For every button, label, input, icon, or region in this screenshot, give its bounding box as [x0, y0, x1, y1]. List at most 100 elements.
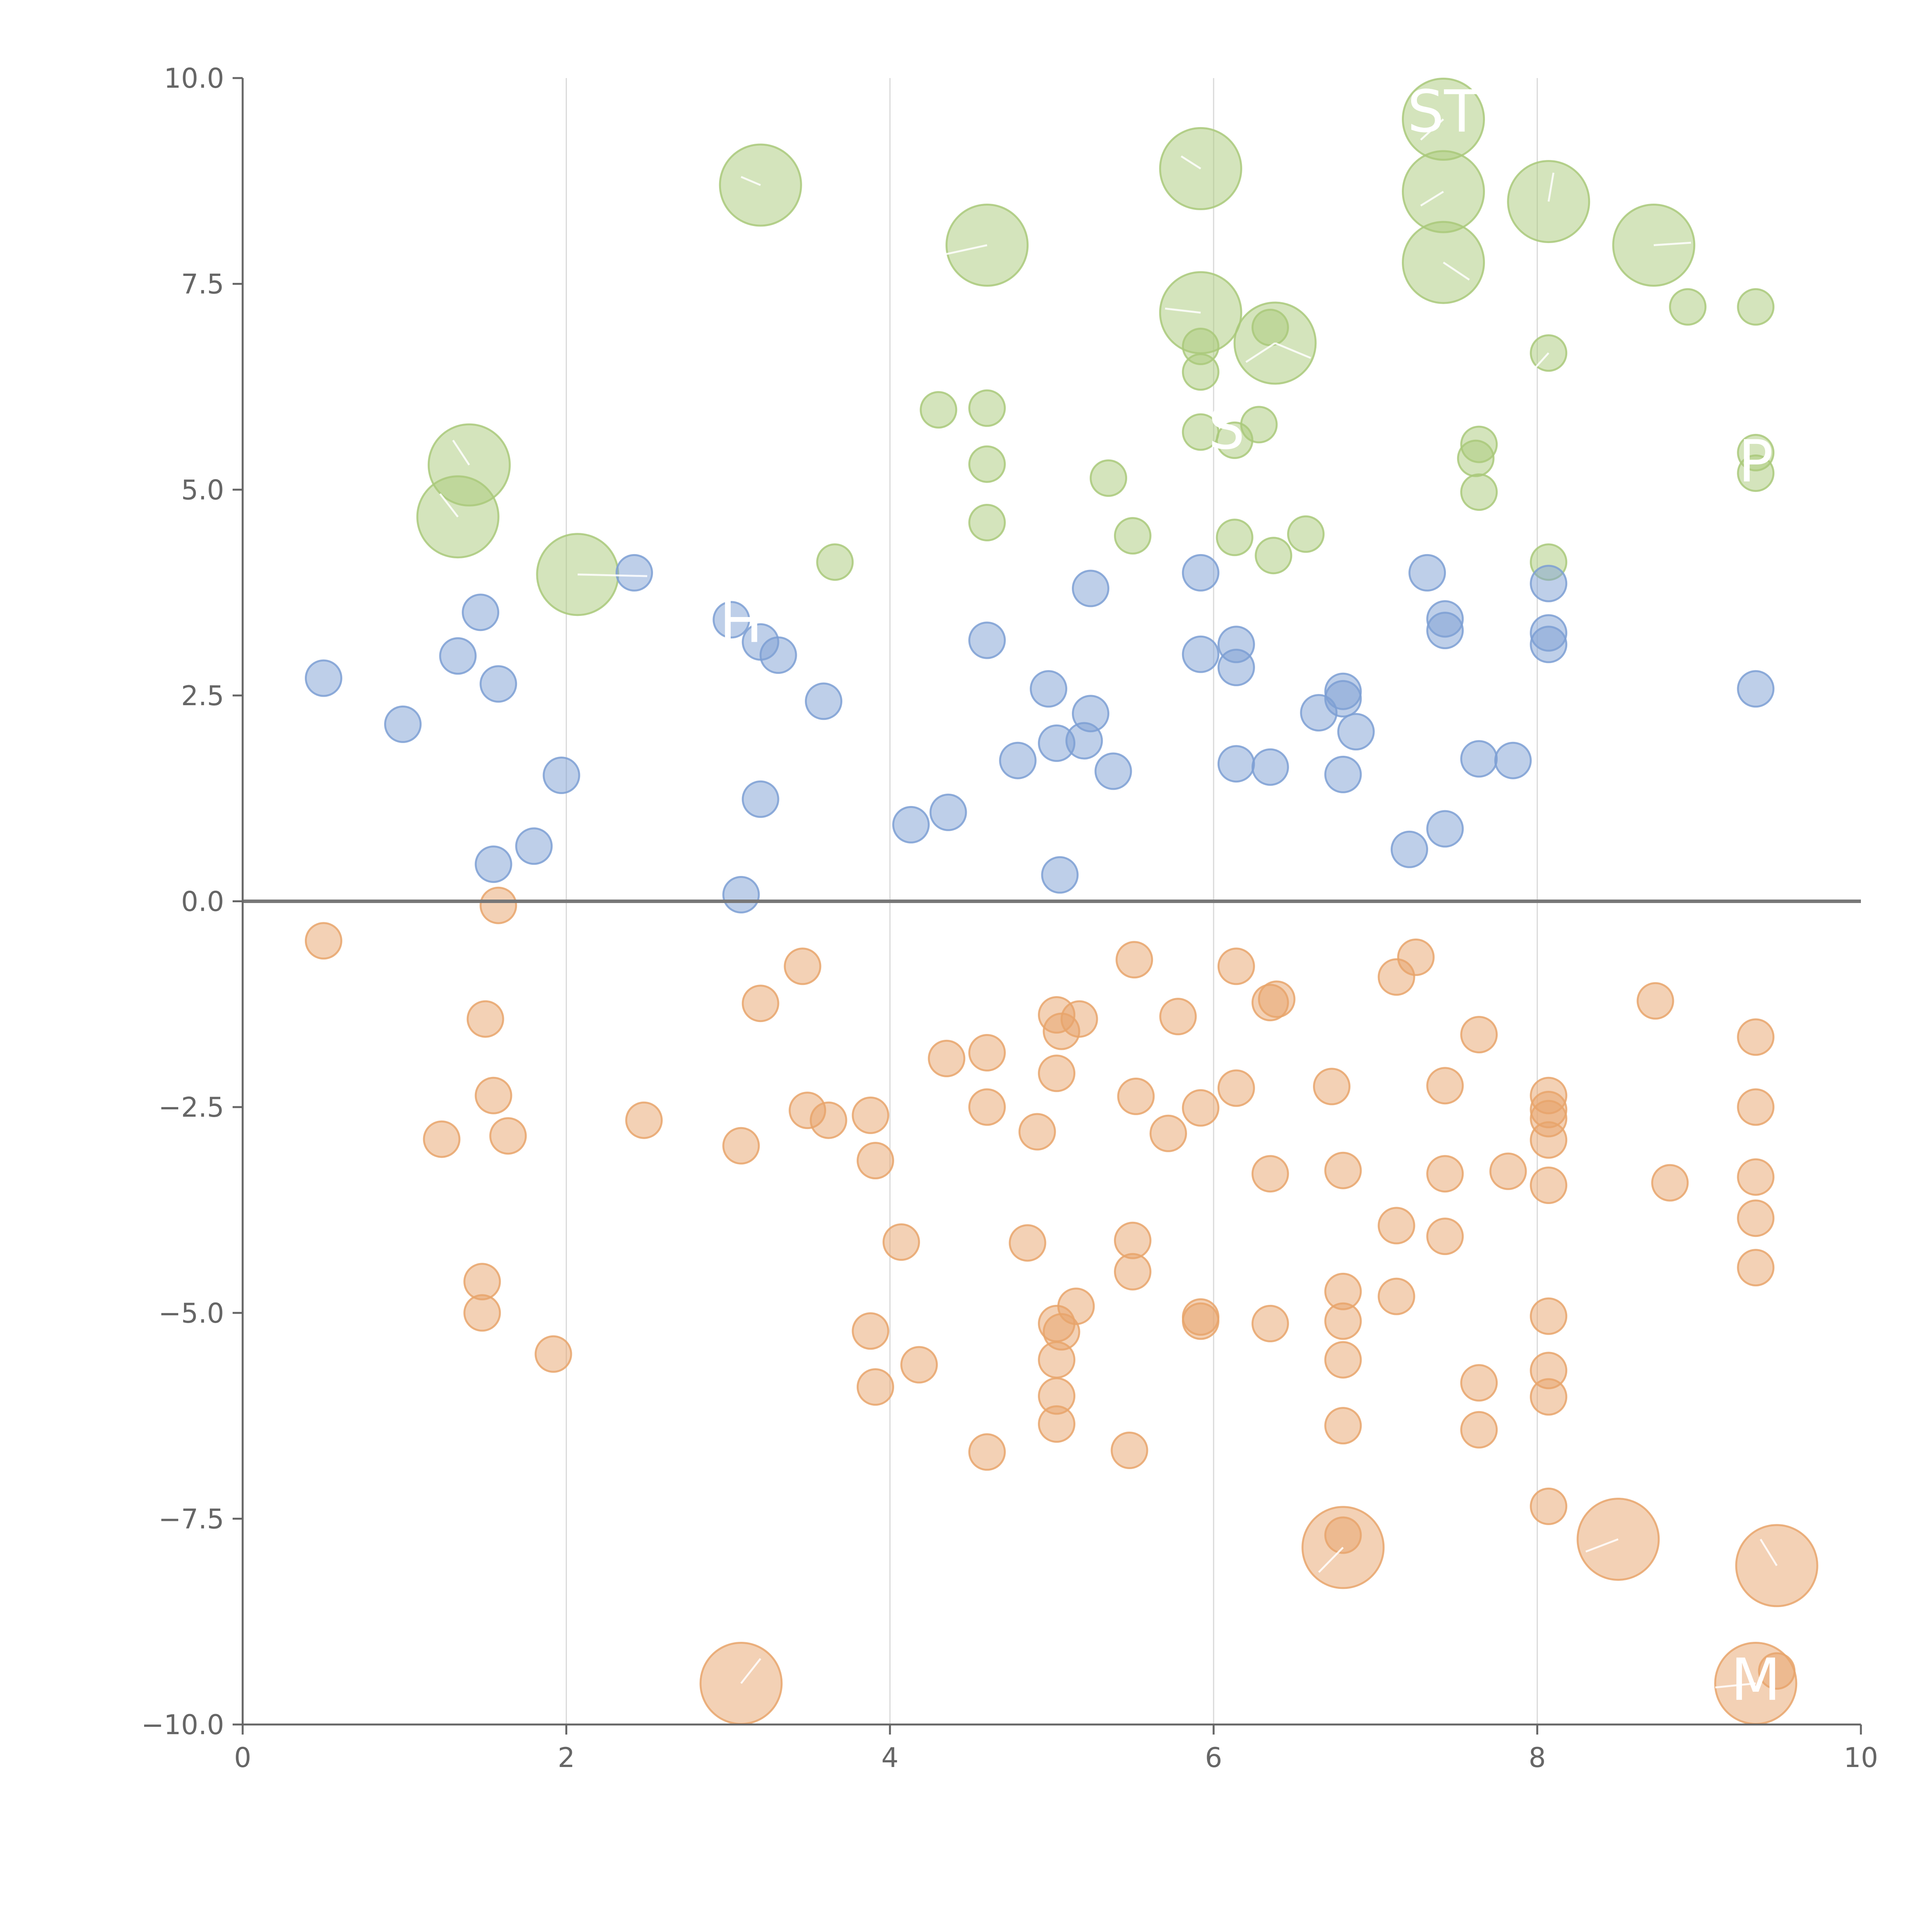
orange-point	[489, 1117, 527, 1155]
label-leader-lines	[439, 118, 1778, 1689]
orange-point	[784, 947, 821, 985]
orange-point	[1530, 1167, 1568, 1204]
green-point	[1216, 421, 1253, 459]
leader-line	[740, 1658, 762, 1684]
leader-line	[1760, 1539, 1778, 1566]
orange-point	[625, 1101, 663, 1139]
orange-point	[1324, 1341, 1362, 1379]
blue-point	[1460, 740, 1498, 778]
orange-point	[466, 1000, 504, 1038]
orange-point	[1460, 1364, 1498, 1402]
orange-point	[1116, 941, 1153, 979]
blue-point	[1324, 680, 1362, 718]
orange-point	[1114, 1253, 1151, 1291]
green-point	[968, 389, 1006, 427]
orange-point	[1150, 1114, 1187, 1152]
green-point	[1090, 459, 1128, 497]
orange-point	[968, 1433, 1006, 1471]
orange-point	[1038, 1054, 1076, 1092]
green-point	[1669, 288, 1707, 326]
leader-line	[1528, 352, 1549, 375]
blue-point	[384, 705, 422, 743]
orange-point	[1324, 1151, 1362, 1189]
blue-point	[515, 827, 553, 865]
y-tick-label: 7.5	[181, 269, 224, 300]
blue-point	[1251, 748, 1289, 786]
blue-point	[1072, 695, 1109, 733]
blue-point	[543, 757, 580, 794]
orange-point	[1737, 1018, 1775, 1056]
blue-point	[1530, 565, 1568, 602]
blue-point	[1426, 810, 1464, 848]
orange-point	[1251, 1155, 1289, 1193]
orange-point	[1636, 982, 1674, 1020]
x-tick-label: 2	[558, 1742, 575, 1774]
leader-line	[1548, 172, 1554, 202]
orange-point	[304, 922, 342, 960]
leader-line	[740, 176, 761, 186]
orange-point	[1251, 1304, 1289, 1342]
orange-point	[1737, 1249, 1775, 1287]
x-tick-label: 0	[234, 1742, 252, 1774]
orange-point	[1489, 1152, 1527, 1190]
point-label-text: ST	[1407, 78, 1480, 146]
point-label-text: P	[1738, 428, 1773, 495]
orange-point	[1530, 1121, 1568, 1159]
orange-point	[480, 886, 517, 924]
blue-point	[1072, 570, 1109, 607]
orange-point	[1060, 1000, 1098, 1038]
blue-point	[929, 793, 967, 831]
blue-point	[805, 682, 842, 720]
orange-point	[1114, 1221, 1151, 1259]
blue-point	[304, 659, 342, 697]
orange-point	[1018, 1113, 1056, 1151]
orange-point	[1397, 938, 1435, 976]
green-point	[968, 504, 1006, 541]
green-point	[1737, 288, 1775, 326]
orange-point	[1530, 1297, 1568, 1335]
orange-point	[852, 1312, 889, 1350]
blue-point	[968, 621, 1006, 659]
x-tick-label: 8	[1529, 1742, 1546, 1774]
orange-point	[1117, 1077, 1155, 1115]
leader-line	[1443, 262, 1470, 281]
orange-point	[1217, 1069, 1255, 1107]
blue-point	[1217, 648, 1255, 686]
point-label-text: S	[1208, 395, 1245, 463]
orange-point	[722, 1127, 760, 1165]
orange-point	[463, 1263, 501, 1301]
orange-point	[1426, 1218, 1464, 1255]
green-point	[1460, 473, 1498, 511]
orange-point	[1737, 1199, 1775, 1237]
orange-point	[968, 1088, 1006, 1126]
y-tick-label: 0.0	[181, 886, 224, 918]
orange-point	[1651, 1164, 1689, 1202]
orange-point	[928, 1039, 966, 1077]
orange-point	[1324, 1302, 1362, 1340]
leader-line	[1245, 342, 1276, 363]
green-point	[1737, 454, 1775, 492]
blue-point	[1094, 752, 1132, 790]
green-point	[1457, 439, 1495, 477]
orange-point	[474, 1077, 512, 1114]
orange-point	[1313, 1068, 1350, 1105]
y-tick-label: −2.5	[158, 1092, 224, 1123]
orange-point	[1217, 947, 1255, 985]
orange-point	[1530, 1487, 1568, 1525]
orange-point	[742, 985, 779, 1022]
point-label-text: H	[719, 588, 763, 656]
orange-point	[1737, 1088, 1775, 1126]
orange-point	[1737, 1158, 1775, 1196]
axes: −10.0 −7.5 −5.0 −2.5 0.0 2.5 5.0 7.5 10.0 0 2 4 6 8 10	[141, 63, 1878, 1774]
orange-point	[1038, 1405, 1076, 1443]
blue-point	[759, 636, 797, 674]
green-point	[1159, 127, 1242, 210]
blue-point	[1182, 635, 1219, 673]
leader-line	[1165, 308, 1201, 314]
orange-point	[857, 1142, 894, 1180]
orange-point	[534, 1335, 572, 1373]
orange-point	[900, 1346, 938, 1384]
blue-point	[1391, 830, 1428, 868]
leader-line	[1585, 1538, 1619, 1553]
blue-point	[480, 665, 517, 703]
